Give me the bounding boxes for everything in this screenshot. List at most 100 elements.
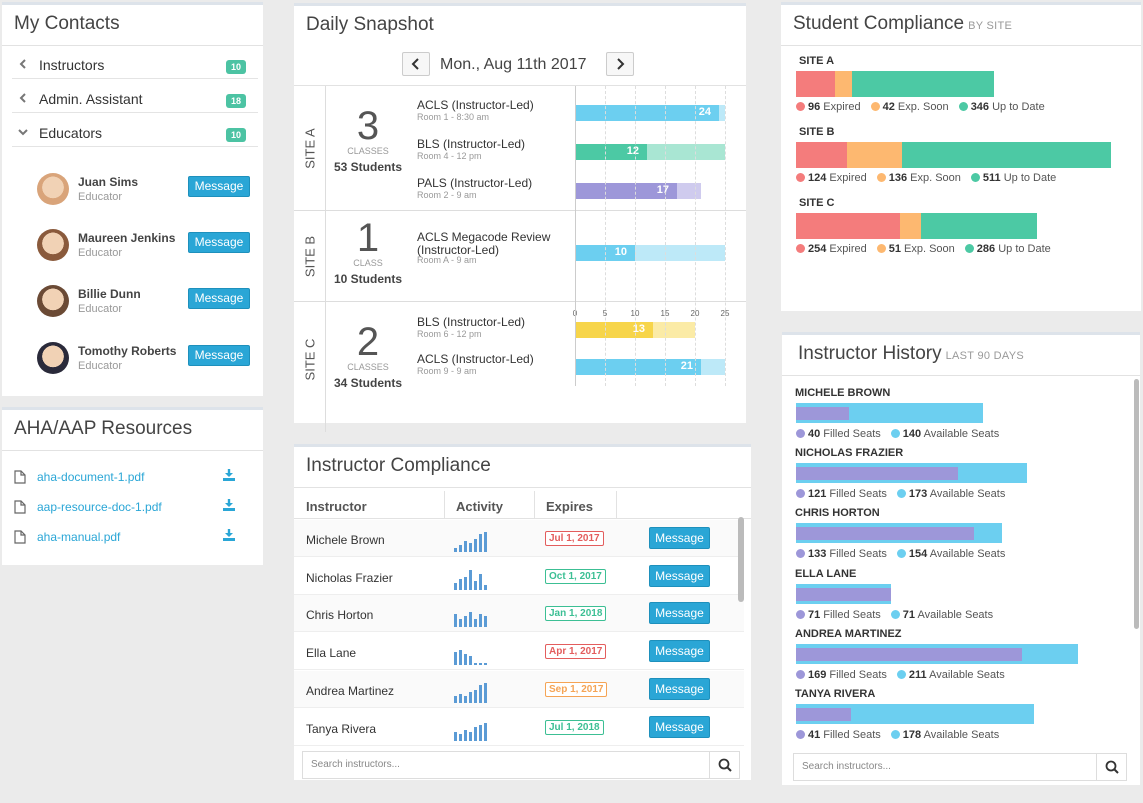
contact-group-1[interactable]: Admin. Assistant 18: [12, 83, 258, 113]
enrolled-bar: 10: [575, 245, 635, 261]
class-room: Room 4 - 12 pm: [417, 151, 482, 161]
compliance-search[interactable]: Search instructors...: [302, 751, 740, 779]
legend-label: Expired: [826, 243, 867, 255]
search-icon[interactable]: [709, 752, 739, 778]
class-count: 2: [356, 320, 380, 364]
resource-row: aha-document-1.pdf: [2, 468, 263, 488]
legend-item-uptodate: 286 Up to Date: [964, 243, 1051, 255]
legend-dot: [896, 549, 906, 559]
class-name: ACLS (Instructor-Led): [417, 352, 534, 366]
contacts-panel: My Contacts Instructors 10 Admin. Assistan…: [2, 2, 263, 396]
legend-value: 286: [976, 243, 996, 255]
legend-value: 133: [808, 548, 827, 561]
message-button[interactable]: Message: [649, 677, 710, 700]
class-room: Room A - 9 am: [417, 255, 477, 265]
legend-dot: [796, 102, 805, 111]
enrolled-value: 10: [614, 246, 627, 258]
spark-bar: [479, 662, 482, 666]
column-header[interactable]: Instructor: [306, 499, 367, 514]
download-icon[interactable]: [222, 528, 236, 547]
table-row[interactable]: Andrea Martinez Sep 1, 2017 Message: [294, 670, 744, 708]
chevron-down-icon[interactable]: [16, 125, 30, 144]
legend-value: 71: [808, 608, 821, 621]
legend-value: 154: [908, 548, 928, 561]
table-row[interactable]: Chris Horton Jan 1, 2018 Message: [294, 595, 744, 633]
legend-label: Filled Seats: [820, 729, 881, 741]
message-button[interactable]: Message: [649, 602, 710, 625]
chevron-left-icon[interactable]: [16, 91, 30, 110]
activity-sparkline: [454, 719, 514, 741]
axis-tick: 15: [660, 309, 670, 318]
legend-dot: [796, 669, 805, 679]
legend-dot: [964, 244, 974, 253]
download-icon[interactable]: [222, 498, 236, 517]
resource-link[interactable]: aap-resource-doc-1.pdf: [37, 500, 162, 514]
history-legend: 169 Filled Seats 211 Available Seats: [796, 669, 1015, 681]
compliance-search-input[interactable]: Search instructors...: [311, 759, 400, 770]
spark-bar: [459, 578, 462, 590]
class-unit: CLASSES: [347, 362, 389, 372]
column-header[interactable]: Expires: [546, 499, 593, 514]
legend-value: 124: [808, 172, 827, 184]
segment-uptodate: [920, 213, 1038, 239]
legend-item-expired: 96 Expired: [796, 101, 861, 113]
column-divider: [534, 491, 535, 519]
contact-group-0[interactable]: Instructors 10: [12, 49, 258, 79]
instructor-name: Michele Brown: [306, 533, 385, 547]
history-search-input[interactable]: Search instructors...: [802, 761, 891, 772]
message-button[interactable]: Message: [649, 715, 710, 738]
message-button[interactable]: Message: [188, 176, 250, 197]
enrolled-bar: 17: [575, 183, 677, 199]
site-name: SITE A: [799, 55, 835, 67]
legend-label: Filled Seats: [820, 428, 881, 440]
column-header[interactable]: Activity: [456, 499, 503, 514]
spark-bar: [454, 731, 457, 741]
table-row[interactable]: Tanya Rivera Jul 1, 2018 Message: [294, 708, 744, 746]
legend-item-soon: 51 Exp. Soon: [876, 243, 955, 255]
group-count-badge: 18: [225, 94, 246, 108]
legend-item-expired: 254 Expired: [796, 243, 867, 255]
search-icon[interactable]: [1096, 754, 1126, 780]
spark-bar: [464, 654, 467, 666]
legend-value: 173: [908, 488, 928, 501]
chevron-left-icon[interactable]: [16, 57, 30, 76]
download-icon[interactable]: [222, 468, 236, 487]
message-button[interactable]: Message: [649, 564, 710, 587]
legend-dot: [870, 102, 880, 111]
class-name: PALS (Instructor-Led): [417, 176, 533, 190]
table-row[interactable]: Nicholas Frazier Oct 1, 2017 Message: [294, 557, 744, 595]
prev-date-button[interactable]: [402, 52, 430, 76]
legend-dot: [796, 429, 805, 438]
enrolled-value: 17: [656, 184, 669, 196]
date-nav: Mon., Aug 11th 2017: [294, 50, 746, 86]
site-label: SITE C: [302, 338, 318, 381]
message-button[interactable]: Message: [649, 527, 710, 549]
spark-bar: [479, 534, 482, 552]
site-divider: [325, 302, 326, 432]
spark-bar: [484, 662, 487, 666]
next-date-button[interactable]: [606, 52, 634, 76]
message-button[interactable]: Message: [188, 345, 250, 366]
history-instructor-name: NICHOLAS FRAZIER: [795, 447, 904, 460]
legend-dot: [796, 609, 805, 619]
message-button[interactable]: Message: [649, 640, 710, 663]
message-button[interactable]: Message: [188, 232, 250, 253]
instructor-name: Tanya Rivera: [306, 721, 377, 736]
table-row[interactable]: Ella Lane Apr 1, 2017 Message: [294, 633, 744, 671]
table-row[interactable]: Michele Brown Jul 1, 2017 Message: [294, 520, 744, 557]
contact-group-2[interactable]: Educators 10: [12, 117, 258, 147]
history-scrollbar[interactable]: [1134, 379, 1139, 629]
history-search[interactable]: Search instructors...: [793, 753, 1127, 781]
student-count: 10 Students: [333, 272, 402, 286]
spark-bar: [474, 618, 477, 628]
compliance-scrollbar[interactable]: [738, 517, 744, 602]
legend-value: 96: [808, 101, 821, 113]
message-button[interactable]: Message: [188, 288, 250, 309]
instructor-name: Nicholas Frazier: [306, 570, 393, 585]
resource-link[interactable]: aha-manual.pdf: [37, 530, 121, 544]
legend-dot: [890, 429, 900, 438]
legend-value: 254: [808, 243, 827, 255]
spark-bar: [459, 733, 462, 741]
resource-link[interactable]: aha-document-1.pdf: [37, 470, 145, 484]
history-instructor-name: TANYA RIVERA: [795, 688, 876, 700]
